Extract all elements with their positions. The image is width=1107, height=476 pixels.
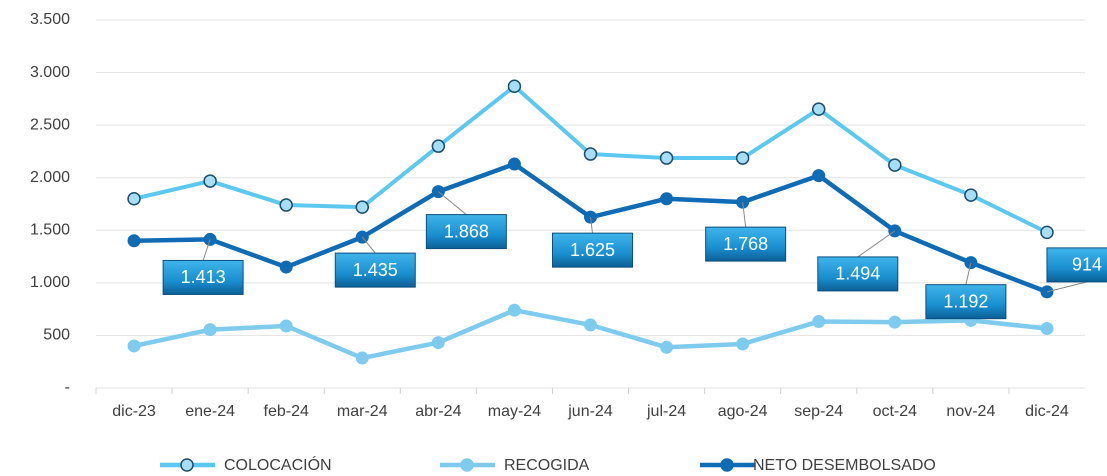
point bbox=[1040, 225, 1054, 240]
leader-line bbox=[361, 236, 376, 254]
leader-line bbox=[857, 230, 896, 258]
x-tick-label: abr-24 bbox=[415, 403, 461, 420]
point bbox=[431, 336, 445, 350]
y-tick-label: 2.000 bbox=[30, 169, 70, 186]
label-box bbox=[552, 232, 633, 268]
point bbox=[888, 315, 902, 329]
point bbox=[279, 198, 293, 212]
label-box bbox=[1046, 247, 1107, 283]
y-tick-label: 500 bbox=[43, 327, 70, 344]
point bbox=[659, 151, 674, 165]
point bbox=[507, 79, 522, 93]
x-tick-label: sep-24 bbox=[794, 403, 843, 420]
point bbox=[355, 351, 369, 365]
label-box bbox=[817, 256, 899, 292]
leader-line bbox=[590, 217, 593, 234]
point bbox=[127, 339, 141, 353]
data-label: 1.494 bbox=[835, 264, 880, 284]
point bbox=[507, 157, 521, 171]
x-tick-label: ene-24 bbox=[185, 403, 235, 420]
leader-line bbox=[1046, 281, 1088, 293]
point bbox=[279, 319, 293, 333]
point bbox=[127, 234, 141, 248]
y-tick-label: 3.000 bbox=[30, 64, 70, 81]
point bbox=[127, 191, 141, 206]
series-line bbox=[133, 307, 1048, 361]
legend-label: RECOGIDA bbox=[504, 457, 590, 474]
data-label: 1.868 bbox=[444, 221, 489, 241]
point bbox=[355, 200, 370, 214]
label-box bbox=[705, 226, 787, 262]
point bbox=[812, 315, 826, 329]
point bbox=[203, 174, 217, 188]
point bbox=[583, 147, 598, 161]
x-tick-label: oct-24 bbox=[873, 403, 918, 420]
point bbox=[811, 102, 826, 116]
x-tick-label: mar-24 bbox=[337, 403, 388, 420]
legend-marker bbox=[460, 458, 474, 472]
label-box bbox=[425, 214, 507, 250]
legend-marker bbox=[720, 458, 734, 472]
legend-marker bbox=[180, 458, 194, 472]
leader-line bbox=[742, 202, 747, 228]
y-tick-label: - bbox=[65, 379, 70, 396]
y-tick-label: 1.000 bbox=[30, 274, 70, 291]
x-tick-label: jul-24 bbox=[646, 403, 686, 420]
x-tick-label: ago-24 bbox=[718, 403, 768, 420]
x-tick-label: dic-23 bbox=[112, 403, 156, 420]
y-tick-label: 3.500 bbox=[30, 11, 70, 28]
point bbox=[812, 169, 826, 183]
point bbox=[660, 192, 674, 206]
data-label: 1.413 bbox=[181, 267, 226, 287]
series-line bbox=[133, 161, 1048, 294]
point bbox=[888, 158, 902, 172]
point bbox=[584, 318, 597, 332]
legend-label: NETO DESEMBOLSADO bbox=[753, 457, 936, 474]
x-tick-label: dic-24 bbox=[1025, 403, 1069, 420]
point bbox=[203, 323, 217, 337]
point bbox=[660, 340, 674, 354]
data-label: 914 bbox=[1072, 255, 1102, 275]
data-label: 1.435 bbox=[353, 260, 398, 280]
point bbox=[735, 151, 750, 165]
point bbox=[279, 260, 293, 274]
data-label: 1.625 bbox=[570, 240, 615, 260]
x-tick-label: feb-24 bbox=[264, 403, 309, 420]
x-tick-label: may-24 bbox=[488, 403, 541, 420]
y-tick-label: 1.500 bbox=[30, 222, 70, 239]
point bbox=[964, 188, 978, 202]
point bbox=[736, 337, 750, 351]
data-label: 1.192 bbox=[943, 291, 988, 311]
label-box bbox=[162, 259, 244, 295]
y-tick-label: 2.500 bbox=[30, 116, 70, 133]
legend-label: COLOCACIÓN bbox=[224, 455, 332, 474]
label-box bbox=[334, 252, 416, 288]
x-tick-label: jun-24 bbox=[567, 403, 613, 420]
x-tick-label: nov-24 bbox=[946, 403, 995, 420]
leader-line bbox=[438, 191, 467, 215]
leader-line bbox=[965, 262, 972, 285]
data-label: 1.768 bbox=[723, 234, 768, 254]
point bbox=[507, 303, 521, 317]
point bbox=[431, 139, 446, 153]
label-box bbox=[925, 284, 1007, 320]
leader-line bbox=[202, 239, 211, 261]
point bbox=[1040, 321, 1054, 335]
